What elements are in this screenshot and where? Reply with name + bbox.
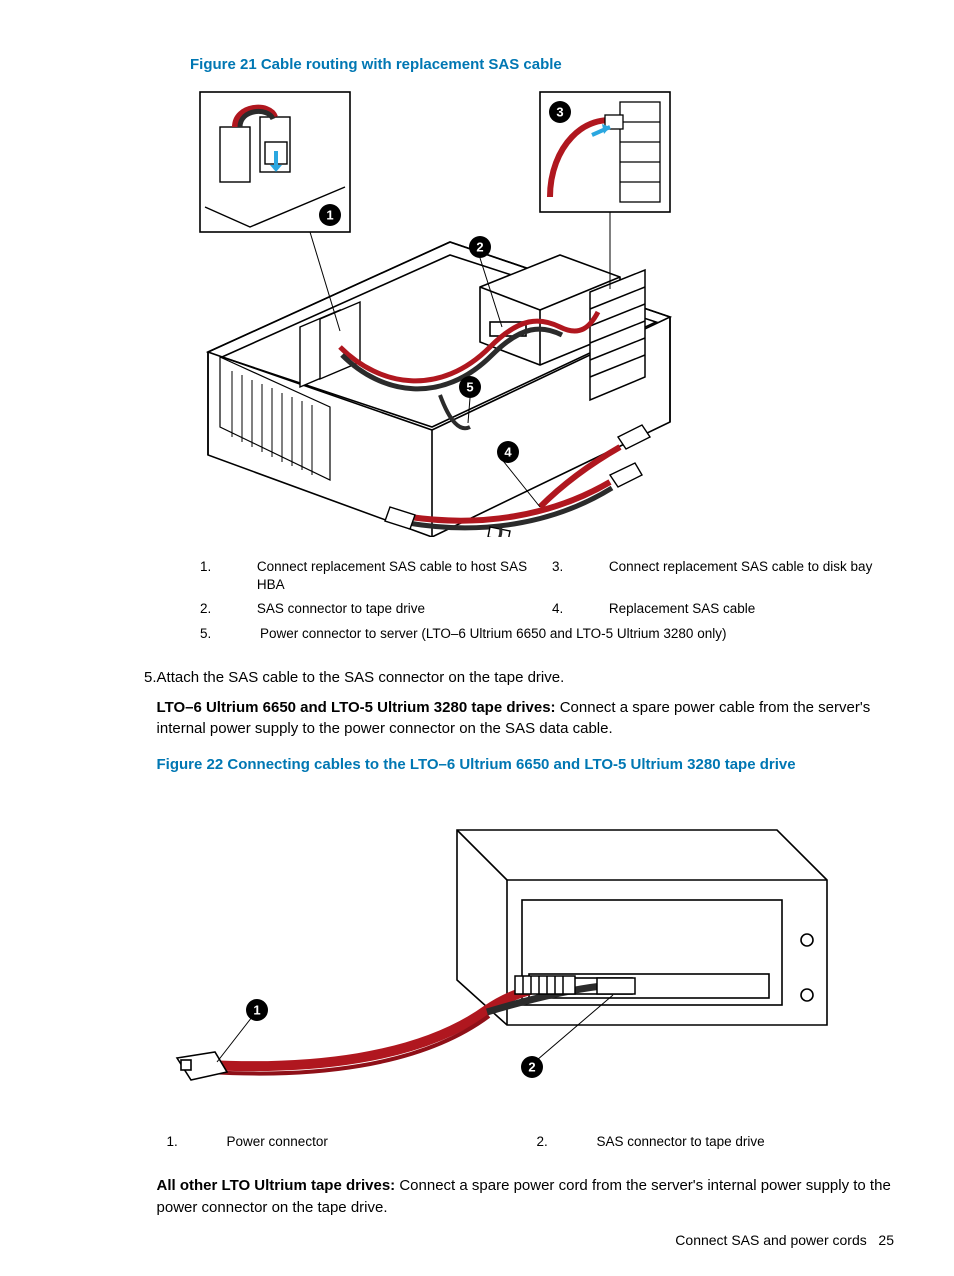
callout-5: 5 (466, 380, 473, 395)
figure-22-diagram: 1 2 (157, 790, 897, 1127)
legend-num: 2. (190, 600, 257, 618)
legend-text: Power connector (227, 1133, 527, 1151)
callout-4: 4 (504, 445, 512, 460)
legend-num: 4. (542, 600, 609, 618)
legend-num: 1. (157, 1133, 227, 1151)
callout-2: 2 (476, 240, 483, 255)
figure-21-title: Figure 21 Cable routing with replacement… (190, 56, 894, 73)
callout-1: 1 (326, 208, 333, 223)
figure-22-title: Figure 22 Connecting cables to the LTO–6… (157, 754, 897, 776)
legend-text: Connect replacement SAS cable to host SA… (257, 558, 542, 594)
legend-text: Power connector to server (LTO–6 Ultrium… (260, 625, 870, 643)
step-text: All other LTO Ultrium tape drives: Conne… (157, 1175, 897, 1219)
legend-text: Replacement SAS cable (609, 600, 894, 618)
legend-text: SAS connector to tape drive (597, 1133, 897, 1151)
legend-num: 1. (190, 558, 257, 594)
page-footer: Connect SAS and power cords 25 (675, 1232, 894, 1248)
legend-num: 3. (542, 558, 609, 594)
legend-num: 2. (527, 1133, 597, 1151)
step-text: LTO–6 Ultrium 6650 and LTO-5 Ultrium 328… (157, 697, 897, 741)
figure-21-diagram: 1 2 3 4 5 (190, 87, 894, 540)
legend-num: 5. (190, 625, 260, 643)
legend-text: Connect replacement SAS cable to disk ba… (609, 558, 894, 594)
legend-text: SAS connector to tape drive (257, 600, 542, 618)
callout-3: 3 (556, 105, 563, 120)
callout-1: 1 (253, 1002, 260, 1017)
step-number: 5. (144, 667, 157, 689)
figure-22-legend: 1. Power connector 2. SAS connector to t… (157, 1133, 897, 1151)
figure-21-legend: 1. Connect replacement SAS cable to host… (190, 558, 894, 643)
callout-2: 2 (528, 1059, 535, 1074)
step-text: Attach the SAS cable to the SAS connecto… (157, 667, 897, 689)
